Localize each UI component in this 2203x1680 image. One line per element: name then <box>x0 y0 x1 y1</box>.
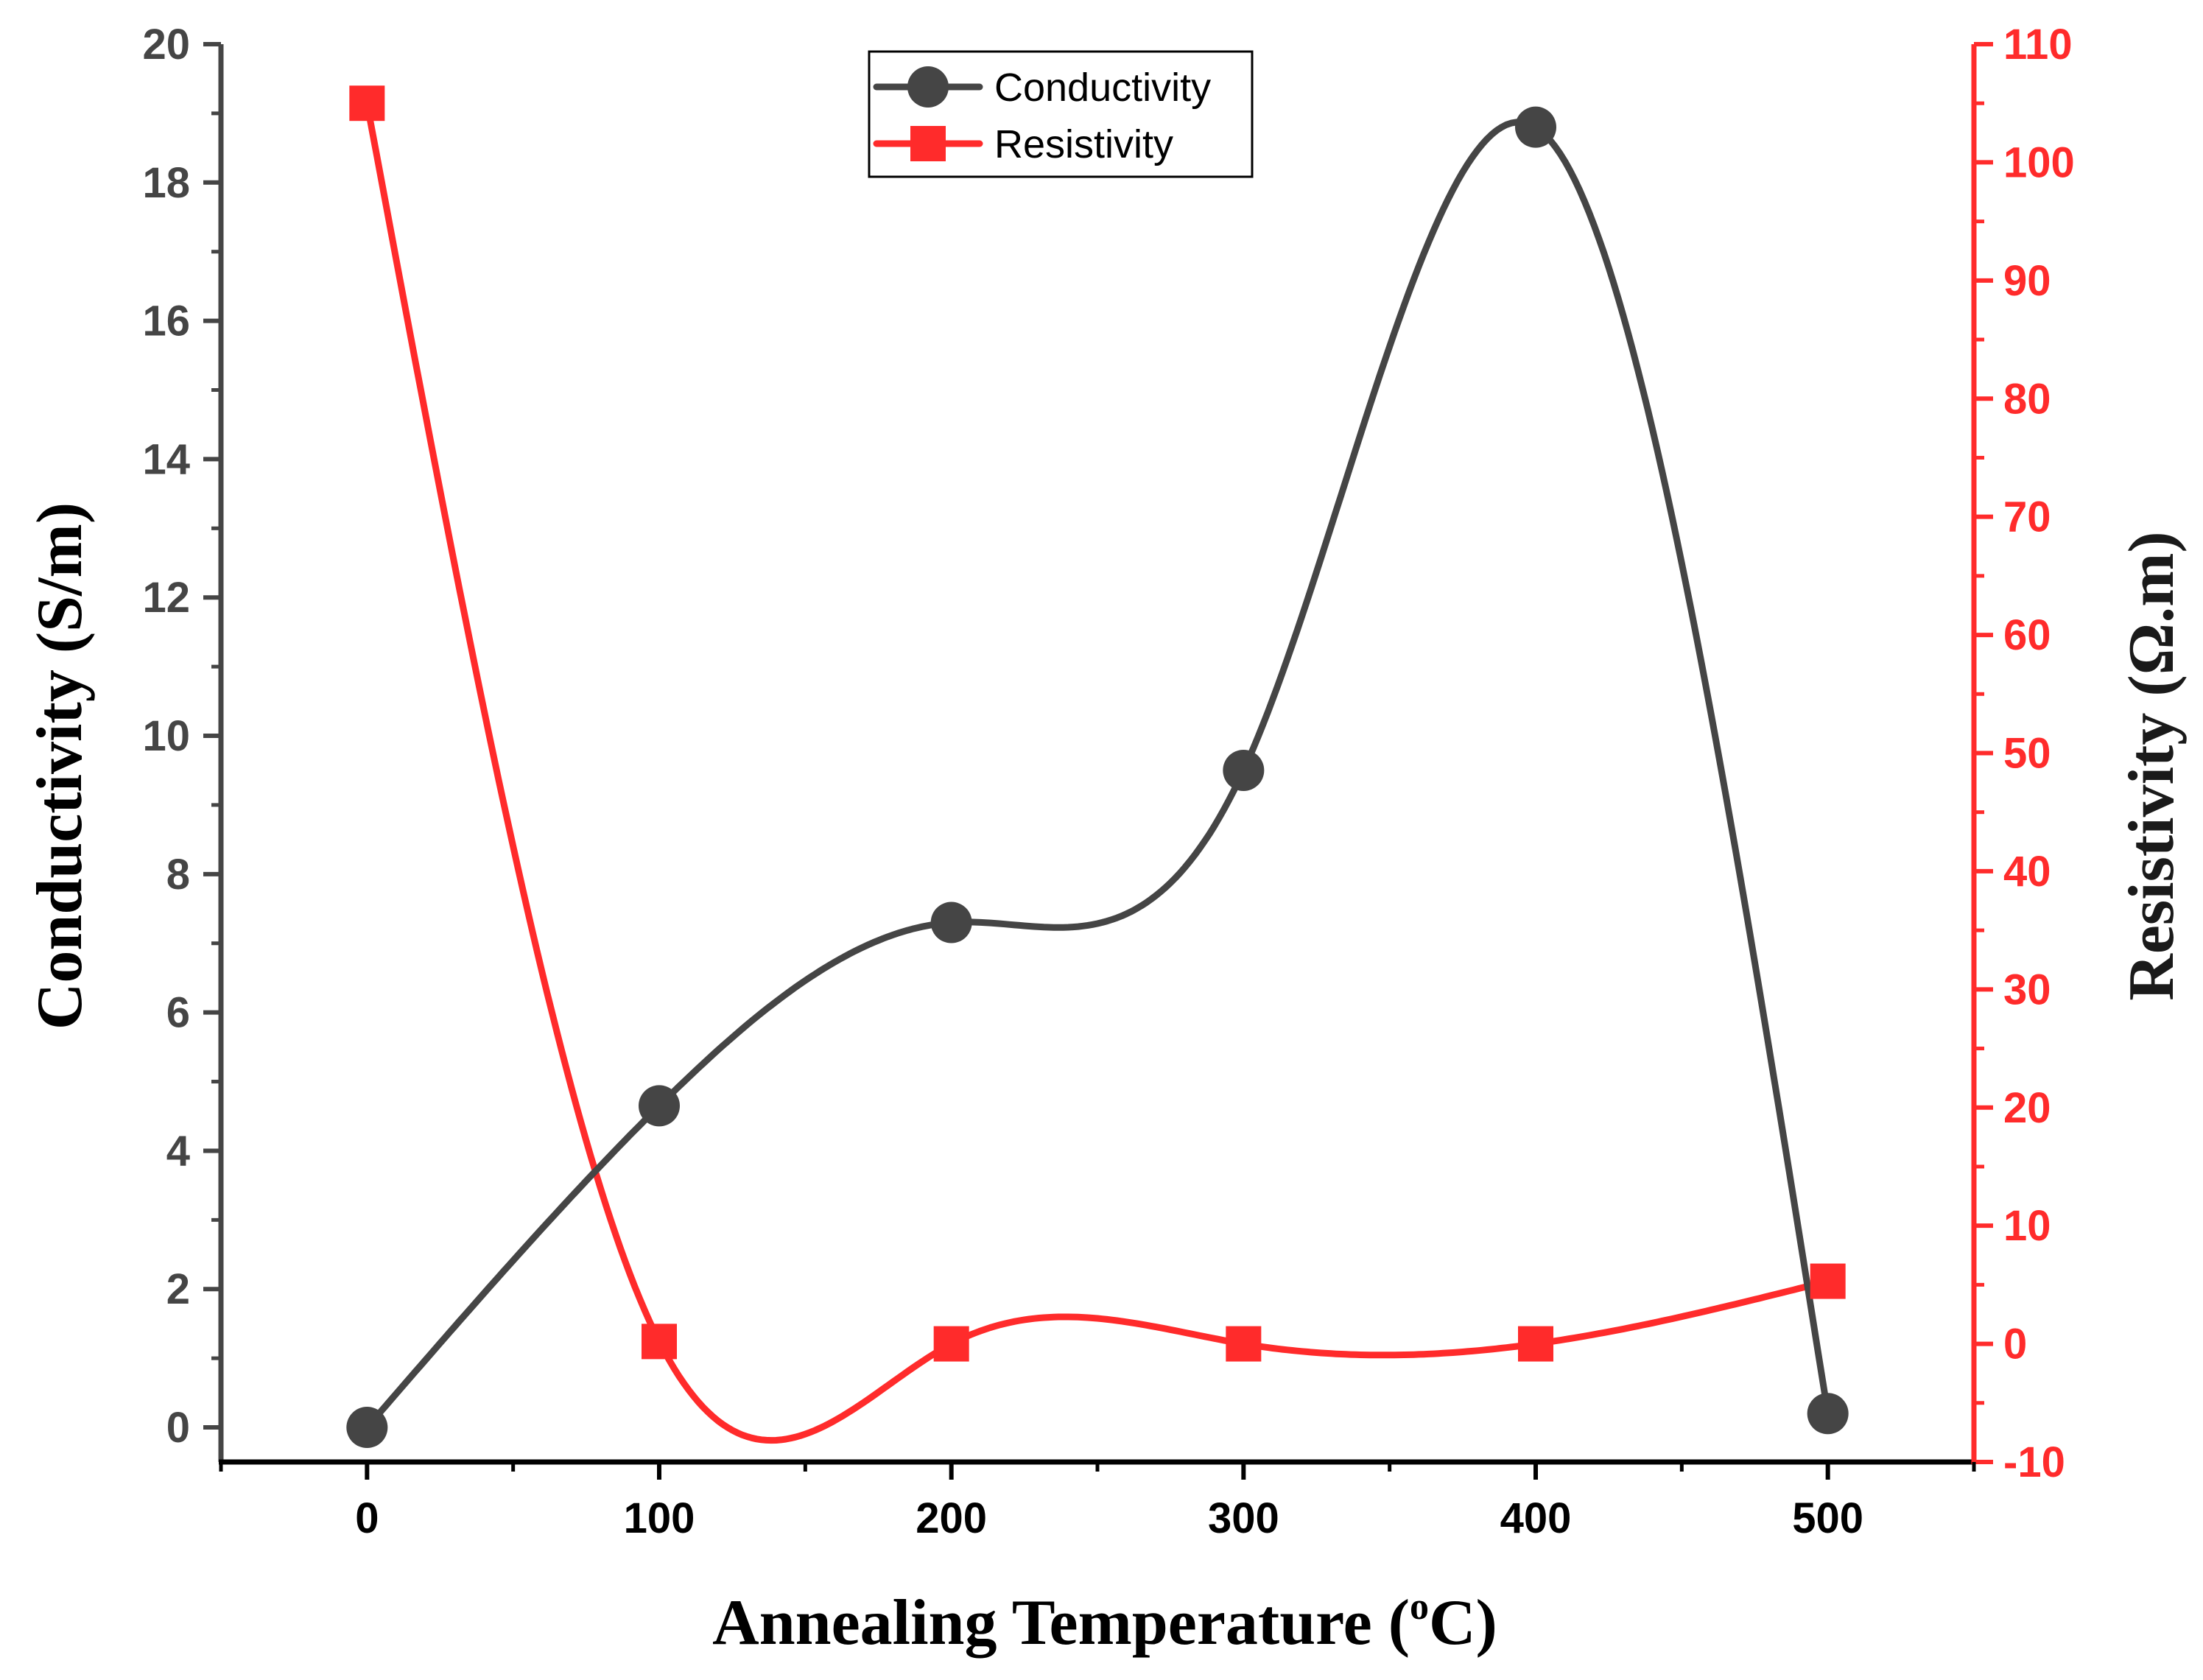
y-left-tick-label: 6 <box>166 989 190 1037</box>
x-tick-label: 200 <box>916 1494 987 1542</box>
y-right-tick-label: 50 <box>2003 730 2051 778</box>
y-right-tick-label: 0 <box>2003 1321 2027 1368</box>
x-axis-title-sup: o <box>1410 1586 1429 1628</box>
x-axis-title: Annealing Temperature (oC) <box>712 1586 1497 1659</box>
legend-conductivity-label: Conductivity <box>994 66 1211 110</box>
legend-resistivity-marker <box>910 126 946 161</box>
y-left-tick-label: 8 <box>166 851 190 899</box>
y-right-tick-label: 40 <box>2003 848 2051 896</box>
y-left-tick-label: 16 <box>142 298 190 345</box>
x-tick-label: 400 <box>1500 1494 1572 1542</box>
conductivity-point <box>1515 106 1556 148</box>
x-tick-label: 500 <box>1792 1494 1863 1542</box>
x-axis-title-suffix: C) <box>1429 1587 1497 1659</box>
x-tick-label: 0 <box>355 1494 379 1542</box>
y-left-tick-label: 2 <box>166 1265 190 1313</box>
y-left-tick-label: 18 <box>142 159 190 207</box>
y-left-tick-label: 0 <box>166 1404 190 1452</box>
x-tick-label: 100 <box>624 1494 695 1542</box>
y-right-tick-label: 100 <box>2003 138 2075 186</box>
y-right-tick-label: 60 <box>2003 611 2051 659</box>
y-right-tick-label: 70 <box>2003 493 2051 541</box>
y-right-tick-label: 110 <box>2003 21 2073 68</box>
y-right-axis-title: Resistivity (Ω.m) <box>2116 531 2188 1000</box>
y-right-tick-label: 90 <box>2003 257 2051 305</box>
conductivity-line <box>363 119 1832 1431</box>
resistivity-point <box>1226 1326 1262 1362</box>
y-left-tick-label: 4 <box>166 1127 190 1175</box>
legend-conductivity-marker <box>907 66 949 108</box>
resistivity-point <box>933 1326 969 1362</box>
y-right-tick-label: -10 <box>2003 1438 2065 1486</box>
x-axis-title-prefix: Annealing Temperature ( <box>712 1587 1410 1659</box>
y-left-tick-label: 14 <box>142 435 190 483</box>
resistivity-point <box>1810 1263 1846 1299</box>
series-curves <box>363 99 1832 1444</box>
axes: 0 2 4 6 8 10 12 14 16 18 20 -10 0 10 20 30 40 50 60 70 80 90 1… <box>142 21 2074 1542</box>
x-tick-label: 300 <box>1208 1494 1279 1542</box>
y-left-tick-label: 12 <box>142 574 190 622</box>
y-right-tick-label: 80 <box>2003 375 2051 423</box>
resistivity-point <box>642 1324 677 1360</box>
legend: Conductivity Resistivity <box>868 50 1254 178</box>
y-left-tick-label: 20 <box>142 21 190 68</box>
series-markers <box>346 85 1849 1449</box>
conductivity-point <box>1223 749 1265 791</box>
y-right-tick-label: 10 <box>2003 1202 2051 1250</box>
conductivity-point <box>1807 1393 1849 1435</box>
y-right-tick-label: 30 <box>2003 966 2051 1013</box>
y-left-axis-title: Conductivity (S/m) <box>24 502 96 1030</box>
conductivity-point <box>346 1407 388 1449</box>
resistivity-point <box>349 85 385 122</box>
y-right-tick-label: 20 <box>2003 1084 2051 1132</box>
resistivity-point <box>1518 1326 1553 1362</box>
y-left-tick-label: 10 <box>142 712 190 760</box>
conductivity-point <box>930 901 972 943</box>
conductivity-point <box>639 1085 680 1127</box>
legend-resistivity-label: Resistivity <box>994 122 1173 166</box>
resistivity-line <box>363 99 1832 1444</box>
